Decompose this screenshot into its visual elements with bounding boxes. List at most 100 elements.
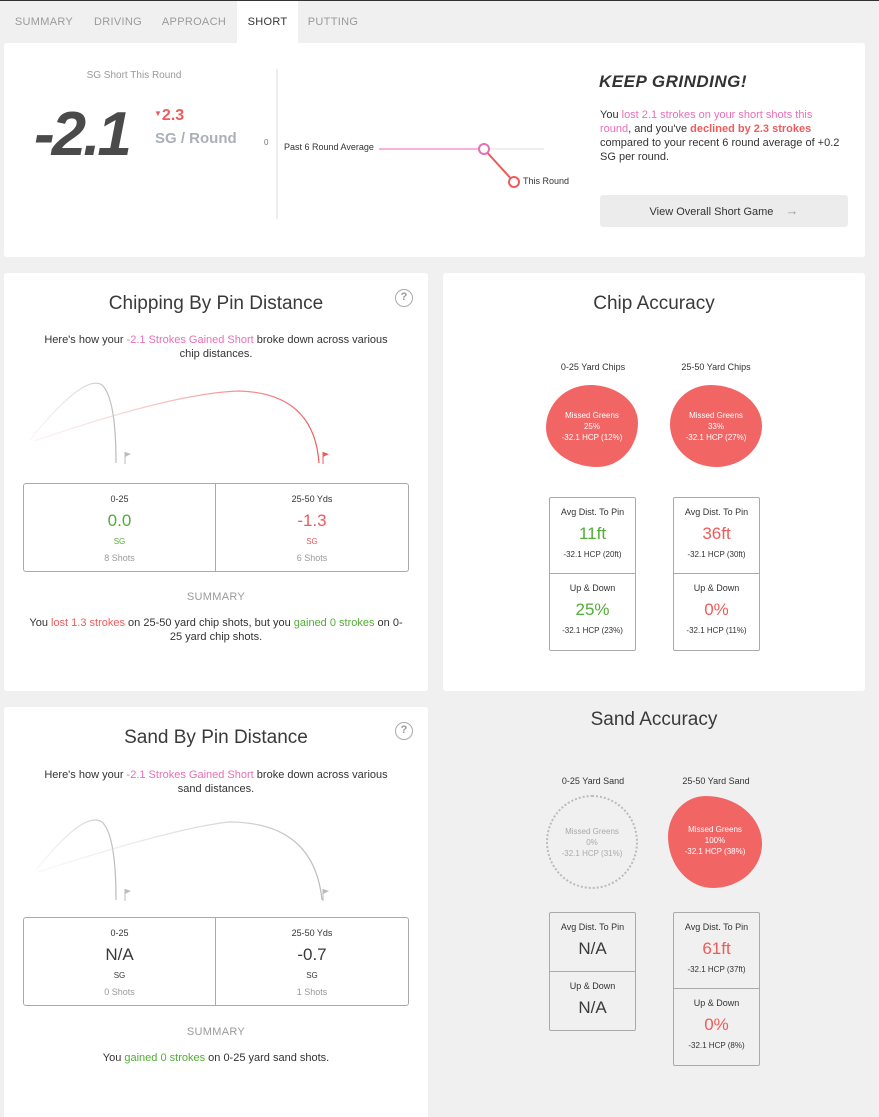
blob-label: Missed Greens <box>565 411 619 420</box>
intro-highlight: -2.1 Strokes Gained Short <box>126 769 254 781</box>
stat-value: 25% <box>575 600 610 619</box>
stat-value: 36ft <box>702 524 731 543</box>
blob-label: Missed Greens <box>565 827 619 836</box>
sand-trajectory-diagram <box>35 819 329 901</box>
stat-value: 0% <box>704 1015 729 1034</box>
chipping-card: Chipping By Pin Distance ? Here's how yo… <box>4 273 428 691</box>
flag-icon <box>124 889 131 901</box>
desc-text: You <box>600 109 622 121</box>
arrow-right-icon: → <box>785 203 799 218</box>
sg-delta: ▼2.3 <box>154 107 184 125</box>
sand-stats-25-50: Avg Dist. To Pin 61ft -32.1 HCP (37ft) U… <box>673 912 760 1066</box>
stat-heading: Up & Down <box>693 998 740 1008</box>
intro-text: Here's how your <box>44 334 127 346</box>
stat-heading: Avg Dist. To Pin <box>684 507 749 517</box>
cell-value: N/A <box>105 945 134 964</box>
stat-heading: Avg Dist. To Pin <box>684 922 749 932</box>
round-summary-card: SG Short This Round -2.1 ▼2.3 SG / Round… <box>4 43 865 257</box>
cell-label: 0-25 <box>110 928 129 938</box>
sand-cell-25-50: 25-50 Yds -0.7 SG 1 Shots <box>216 918 408 1005</box>
down-triangle-icon: ▼ <box>154 109 162 118</box>
help-icon[interactable]: ? <box>395 722 413 740</box>
sand-title: Sand By Pin Distance <box>124 727 308 748</box>
chipping-summary-heading: SUMMARY <box>186 591 246 603</box>
tab-approach[interactable]: APPROACH <box>161 16 227 28</box>
cell-shots: 0 Shots <box>104 987 135 997</box>
stat-value: 0% <box>704 600 729 619</box>
chipping-title: Chipping By Pin Distance <box>108 293 324 314</box>
tab-putting[interactable]: PUTTING <box>307 16 359 28</box>
tab-bar: SUMMARY DRIVING APPROACH SHORT PUTTING <box>0 0 879 43</box>
intro-text: broke down across various chip distances… <box>179 334 388 360</box>
chip-stats-25-50: Avg Dist. To Pin 36ft -32.1 HCP (30ft) U… <box>673 497 760 651</box>
stat-heading: Up & Down <box>693 583 740 593</box>
sand-summary-heading: SUMMARY <box>186 1026 246 1038</box>
stat-hcp: -32.1 HCP (20ft) <box>563 550 622 559</box>
missed-greens-blob: Missed Greens 33% -32.1 HCP (27%) <box>670 385 762 467</box>
avg-dist-box: Avg Dist. To Pin 11ft -32.1 HCP (20ft) <box>550 498 635 574</box>
sg-short-heading: SG Short This Round <box>86 70 182 81</box>
stat-heading: Avg Dist. To Pin <box>560 507 625 517</box>
chip-group-label: 25-50 Yard Chips <box>681 362 751 372</box>
stat-value: N/A <box>578 939 607 958</box>
flag-icon <box>124 452 131 464</box>
summary-gained-highlight: gained 0 strokes <box>293 617 375 629</box>
chip-stats-0-25: Avg Dist. To Pin 11ft -32.1 HCP (20ft) U… <box>549 497 636 651</box>
blob-label: Missed Greens <box>689 411 743 420</box>
trend-this-point <box>508 176 520 188</box>
tab-short[interactable]: SHORT <box>237 1 298 43</box>
summary-text: on 25-50 yard chip shots, but you <box>124 617 294 629</box>
tab-summary[interactable]: SUMMARY <box>14 16 74 28</box>
chip-accuracy-card: Chip Accuracy 0-25 Yard Chips Missed Gre… <box>443 273 865 691</box>
long-chip-arc <box>33 390 320 464</box>
avg-dist-box: Avg Dist. To Pin 61ft -32.1 HCP (37ft) <box>674 913 759 989</box>
sand-group-label: 0-25 Yard Sand <box>561 776 625 786</box>
stat-value: 11ft <box>578 524 607 543</box>
cell-unit: SG <box>306 971 318 980</box>
up-down-box: Up & Down 0% -32.1 HCP (8%) <box>674 989 759 1065</box>
stat-heading: Up & Down <box>569 583 616 593</box>
short-chip-arc <box>28 382 117 464</box>
blob-label: Missed Greens <box>688 825 742 834</box>
intro-highlight: -2.1 Strokes Gained Short <box>126 334 254 346</box>
cell-label: 0-25 <box>110 494 129 504</box>
sand-cell-0-25: 0-25 N/A SG 0 Shots <box>24 918 216 1005</box>
headline: KEEP GRINDING! <box>599 72 748 91</box>
desc-lost-highlight: lost 2.1 strokes on your short shots thi… <box>600 109 813 135</box>
view-overall-short-game-button[interactable]: View Overall Short Game → <box>600 195 848 227</box>
summary-text: on 0-25 yard sand shots. <box>205 1052 330 1064</box>
sand-card: Sand By Pin Distance ? Here's how your -… <box>4 707 428 1117</box>
chipping-cell-25-50: 25-50 Yds -1.3 SG 6 Shots <box>216 484 408 571</box>
missed-greens-blob: Missed Greens 100% -32.1 HCP (38%) <box>668 796 762 888</box>
summary-text: You <box>102 1052 125 1064</box>
trend-avg-label: Past 6 Round Average <box>284 142 374 152</box>
blob-hcp: -32.1 HCP (12%) <box>561 433 623 442</box>
help-icon[interactable]: ? <box>395 289 413 307</box>
trend-this-label: This Round <box>523 176 570 186</box>
sand-stats-0-25: Avg Dist. To Pin N/A Up & Down N/A <box>549 912 636 1031</box>
blob-value: 25% <box>583 422 600 431</box>
chipping-table: 0-25 0.0 SG 8 Shots 25-50 Yds -1.3 SG 6 … <box>23 483 409 572</box>
up-down-box: Up & Down N/A <box>550 972 635 1030</box>
cell-shots: 8 Shots <box>104 553 135 563</box>
intro-text: Here's how your <box>44 769 127 781</box>
cell-label: 25-50 Yds <box>291 928 333 938</box>
stat-value: N/A <box>578 998 607 1017</box>
tab-driving[interactable]: DRIVING <box>94 16 142 28</box>
cell-value: -1.3 <box>297 511 327 530</box>
flag-icon <box>322 452 329 464</box>
sg-big-value: -2.1 <box>34 100 132 169</box>
cell-value: 0.0 <box>107 511 132 530</box>
chip-group-label: 0-25 Yard Chips <box>560 362 626 372</box>
cell-unit: SG <box>306 537 318 546</box>
chipping-trajectory-diagram <box>28 382 329 464</box>
sg-unit: SG / Round <box>155 130 237 147</box>
flag-icon <box>322 889 329 901</box>
desc-text: , and you've <box>628 123 691 135</box>
chipping-intro: Here's how your -2.1 Strokes Gained Shor… <box>44 333 388 361</box>
sand-summary-text: You gained 0 strokes on 0-25 yard sand s… <box>24 1051 408 1065</box>
trend-avg-point <box>478 143 490 155</box>
intro-text: broke down across various sand distances… <box>177 769 388 795</box>
blob-value: 0% <box>586 838 598 847</box>
sand-intro: Here's how your -2.1 Strokes Gained Shor… <box>44 768 388 796</box>
